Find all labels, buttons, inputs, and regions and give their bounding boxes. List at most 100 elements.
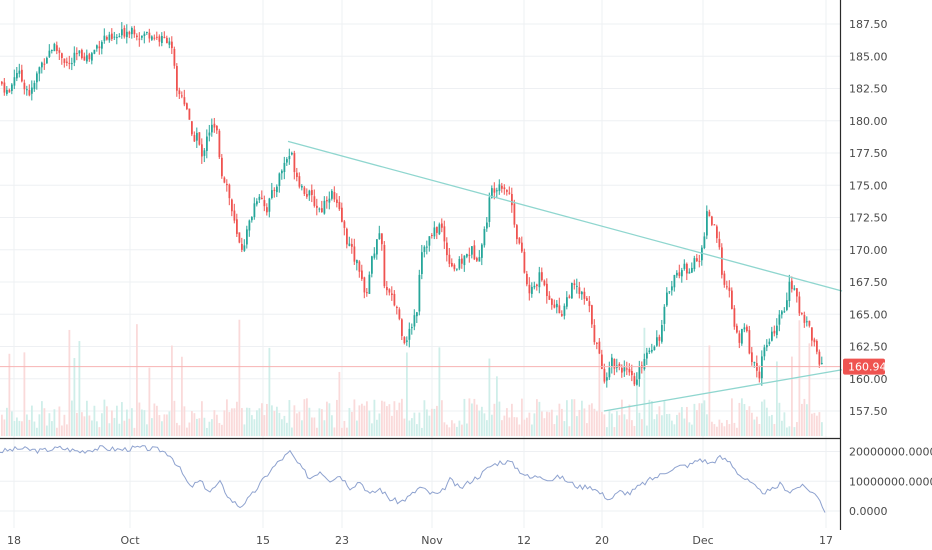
volume-bar [543,418,546,436]
volume-bar [566,400,568,436]
volume-bar [341,427,343,436]
candle-body [751,352,753,362]
volume-bar [768,416,771,436]
volume-bar [506,408,508,436]
candle-body [418,274,421,312]
volume-bar [243,424,246,436]
candle-body [301,186,303,188]
candle-body [46,57,48,64]
volume-bar [778,402,781,436]
candle-body [118,36,121,38]
volume-bar [408,420,411,436]
candle-body [693,258,696,270]
candle-body [606,377,608,381]
volume-bar [48,413,51,436]
volume-bar [448,427,451,436]
volume-bar [116,405,118,436]
candle-body [186,103,188,110]
volume-bar [383,401,386,436]
volume-bar [783,412,786,436]
volume-bar [8,353,11,436]
volume-bar [578,409,581,436]
candle-body [466,254,468,257]
volume-bar [563,421,566,436]
candle-body [386,286,388,291]
volume-bar [598,348,601,436]
candle-body [611,357,613,367]
candle-body [608,367,611,378]
candle-body [673,275,676,288]
volume-bar [111,410,113,436]
volume-bar [166,414,168,436]
candle-body [546,283,548,297]
candle-body [736,325,738,333]
candle-body [511,194,513,206]
volume-bar [623,414,626,436]
candle-body [778,314,781,325]
volume-bar [738,402,741,436]
candle-body [793,288,796,290]
candle-body [31,87,33,94]
candle-body [663,306,666,324]
volume-bar [251,415,253,436]
candle-body [223,177,226,183]
candle-body [441,223,443,228]
candle-body [261,197,263,199]
volume-bar [526,417,528,436]
candle-body [423,246,426,252]
candle-body [571,282,573,299]
candle-body [521,242,523,252]
candle-body [61,53,63,58]
candle-body [393,293,396,306]
volume-bar [41,401,43,436]
candle-body [626,368,628,370]
volume-bar [731,398,733,436]
trendlines [287,140,843,412]
candle-body [791,280,793,290]
candle-body [816,340,818,352]
volume-bar [403,418,406,436]
volume-bar [78,341,81,436]
volume-bar [118,423,121,436]
time-tick-label: Oct [120,534,140,547]
volume-bar [163,414,166,436]
time-tick-label: 20 [595,534,609,547]
volume-bar [686,406,688,436]
volume-bar [203,417,206,436]
candle-body [36,73,38,83]
candle-body [473,245,476,260]
candle-body [563,305,566,316]
candle-body [228,184,231,199]
volume-bar [538,401,541,436]
candle-body [208,132,211,136]
volume-bar [453,423,456,436]
candle-body [478,257,481,262]
candle-body [111,33,113,39]
volume-bar [706,414,708,436]
candle-body [108,34,111,41]
volume-bar [671,420,673,436]
candle-body [181,95,183,97]
volume-bar [366,401,368,436]
candle-body [703,236,706,248]
last-price-label-bg [843,358,885,375]
candle-body [163,36,166,38]
volume-bar [698,403,701,436]
volume-bar [556,415,558,436]
candle-body [88,54,91,60]
candle-body [206,136,208,151]
volume-bar [286,422,288,436]
candle-body [76,53,78,55]
volume-bar [758,423,761,436]
volume-bar [608,410,611,436]
candle-body [403,337,406,343]
volume-bar [711,421,713,436]
volume-bar [741,398,743,436]
volume-bar [291,427,293,436]
grid [0,0,840,528]
volume-bar [736,427,738,436]
candle-body [561,314,563,316]
volume-bar [638,412,641,436]
candle-body [406,340,408,342]
volume-bar [393,401,396,436]
